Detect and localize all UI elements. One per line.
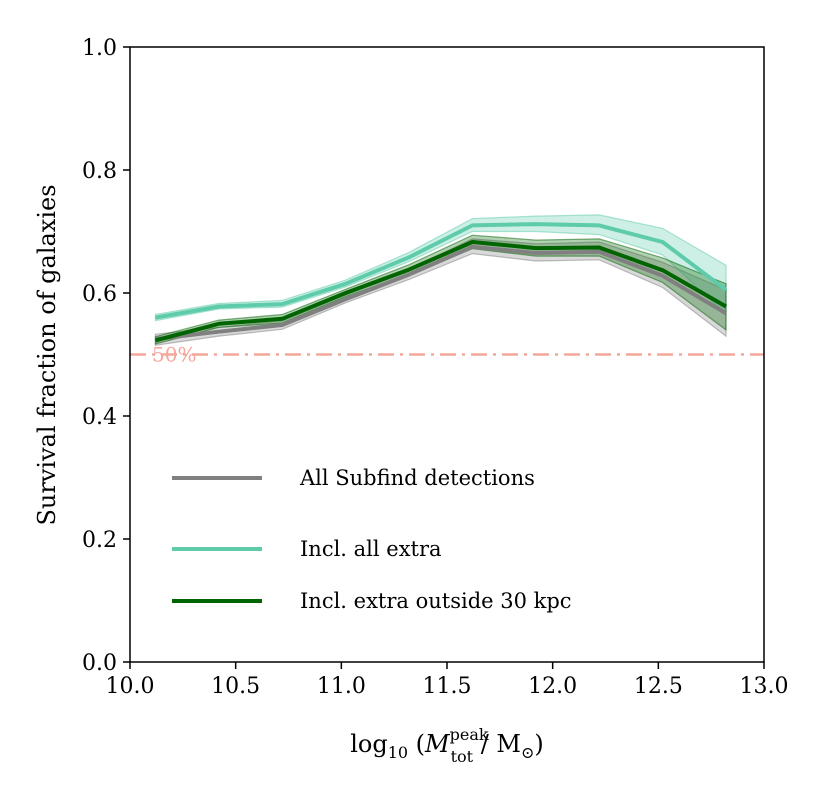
y-tick-label: 0.0 xyxy=(82,651,117,676)
series-lines xyxy=(154,222,728,343)
line-incl-all-extra xyxy=(155,222,728,320)
x-axis-label: log10 (Mpeak tot / M⊙) xyxy=(350,725,544,766)
y-tick-label: 0.4 xyxy=(82,405,117,430)
y-axis-label: Survival fraction of galaxies xyxy=(33,184,61,525)
x-tick-label: 11.5 xyxy=(423,674,472,699)
line-incl-extra-outside-30-kpc xyxy=(154,240,727,343)
y-tick-label: 1.0 xyxy=(82,36,117,61)
x-tick-label: 12.5 xyxy=(634,674,683,699)
line-all-subfind-detections xyxy=(155,244,728,342)
legend-label-all-subfind-detections: All Subfind detections xyxy=(299,466,535,490)
x-tick-label: 10.0 xyxy=(106,674,155,699)
x-tick-label: 10.5 xyxy=(211,674,260,699)
y-axis-ticks: 0.0 0.2 0.4 0.6 0.8 1.0 xyxy=(82,36,130,676)
y-tick-label: 0.6 xyxy=(82,282,117,307)
reference-line-group: 50% xyxy=(130,343,764,367)
x-tick-label: 12.0 xyxy=(528,674,577,699)
y-tick-label: 0.2 xyxy=(82,528,117,553)
x-tick-label: 11.0 xyxy=(317,674,366,699)
legend: All Subfind detections Incl. all extra Inc… xyxy=(172,466,572,613)
x-tick-label: 13.0 xyxy=(740,674,789,699)
x-axis-ticks: 10.0 10.5 11.0 11.5 12.0 12.5 13.0 xyxy=(106,662,789,699)
reference-line-label: 50% xyxy=(152,343,196,367)
legend-label-incl-extra-outside-30-kpc: Incl. extra outside 30 kpc xyxy=(300,589,572,613)
y-tick-label: 0.8 xyxy=(82,159,117,184)
legend-label-incl-all-extra: Incl. all extra xyxy=(300,537,442,561)
